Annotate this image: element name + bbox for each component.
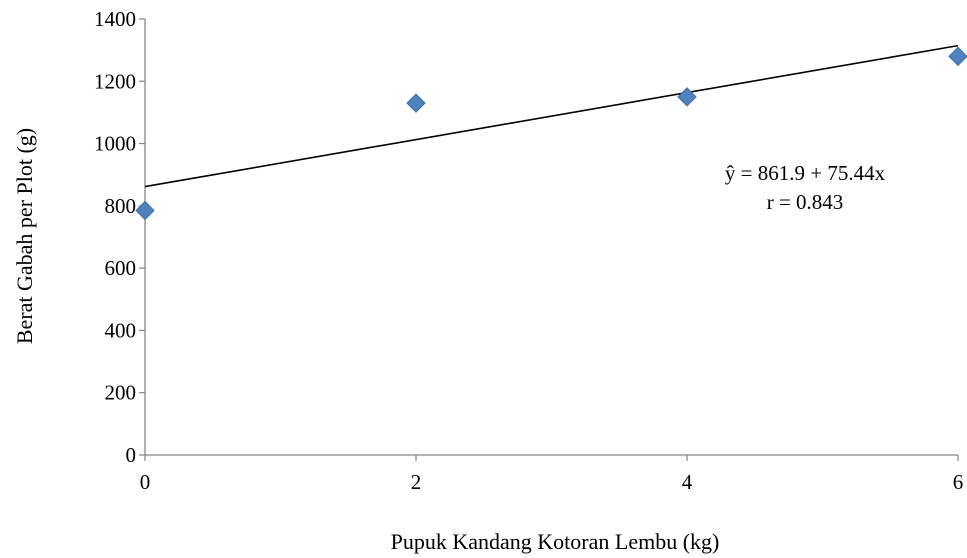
y-tick-label: 1400	[94, 7, 136, 31]
x-axis-title: Pupuk Kandang Kotoran Lembu (kg)	[391, 529, 720, 554]
data-point	[677, 87, 697, 107]
axes	[144, 19, 958, 456]
axis-ticks: 0 200 400 600 800 1000 1200 1400 0 2 4 6	[94, 7, 963, 494]
y-tick-label: 1200	[94, 69, 136, 93]
trendline-group	[144, 44, 959, 188]
x-tick-label: 4	[682, 470, 693, 494]
y-tick-label: 600	[105, 256, 137, 280]
y-tick-label: 0	[126, 443, 137, 467]
x-tick-label: 2	[411, 470, 422, 494]
data-point	[948, 46, 967, 67]
y-axis-title: Berat Gabah per Plot (g)	[12, 128, 37, 344]
y-tick-label: 400	[105, 318, 137, 342]
data-point	[135, 200, 155, 221]
y-tick-label: 1000	[94, 132, 136, 156]
y-tick-label: 200	[105, 381, 137, 405]
data-point	[406, 93, 426, 113]
equation-annotation: ŷ = 861.9 + 75.44x	[725, 161, 886, 185]
x-tick-label: 6	[953, 470, 964, 494]
x-tick-label: 0	[140, 470, 151, 494]
y-tick-label: 800	[105, 194, 137, 218]
data-points	[135, 46, 967, 221]
trendline	[144, 44, 959, 188]
r-value-annotation: r = 0.843	[767, 190, 844, 214]
